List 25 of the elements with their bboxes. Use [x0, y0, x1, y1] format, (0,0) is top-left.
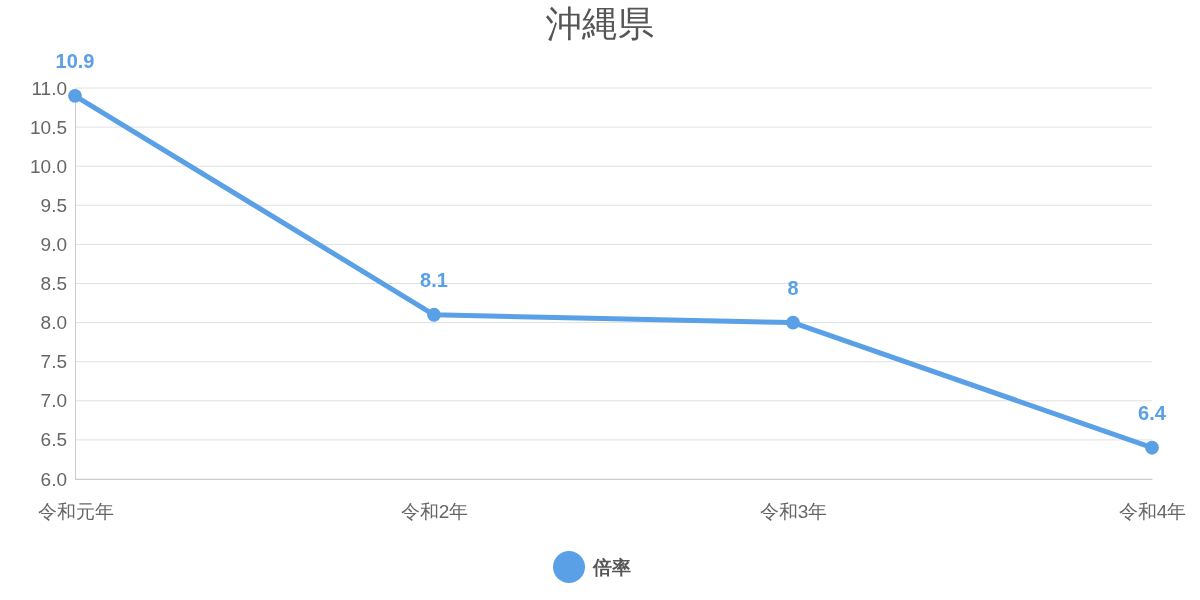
y-tick-label: 8.5	[40, 273, 67, 295]
point	[68, 88, 82, 103]
x-tick-label: 令和3年	[759, 501, 828, 523]
point	[786, 315, 800, 330]
chart-title: 沖縄県	[546, 3, 654, 44]
data-label: 8.1	[420, 268, 448, 291]
x-tick-label: 令和4年	[1118, 501, 1187, 523]
y-tick-label: 8.0	[40, 312, 67, 334]
y-tick-label: 6.5	[40, 429, 67, 451]
data-label: 8	[787, 276, 799, 299]
y-tick-label: 7.0	[40, 390, 67, 412]
y-tick-label: 10.0	[30, 155, 67, 177]
y-tick-label: 9.0	[40, 233, 67, 255]
x-tick-label: 令和2年	[400, 501, 469, 523]
data-label: 6.4	[1138, 401, 1167, 424]
x-tick-label: 令和元年	[37, 501, 114, 523]
y-tick-label: 11.0	[31, 77, 67, 99]
legend-label: 倍率	[592, 556, 631, 578]
y-tick-label: 10.5	[30, 116, 67, 138]
y-tick-label: 7.5	[40, 351, 67, 373]
y-tick-label: 9.5	[40, 194, 67, 216]
point	[1145, 440, 1159, 455]
point	[427, 307, 441, 322]
y-tick-label: 6.0	[40, 468, 67, 490]
data-label: 10.9	[55, 49, 95, 72]
